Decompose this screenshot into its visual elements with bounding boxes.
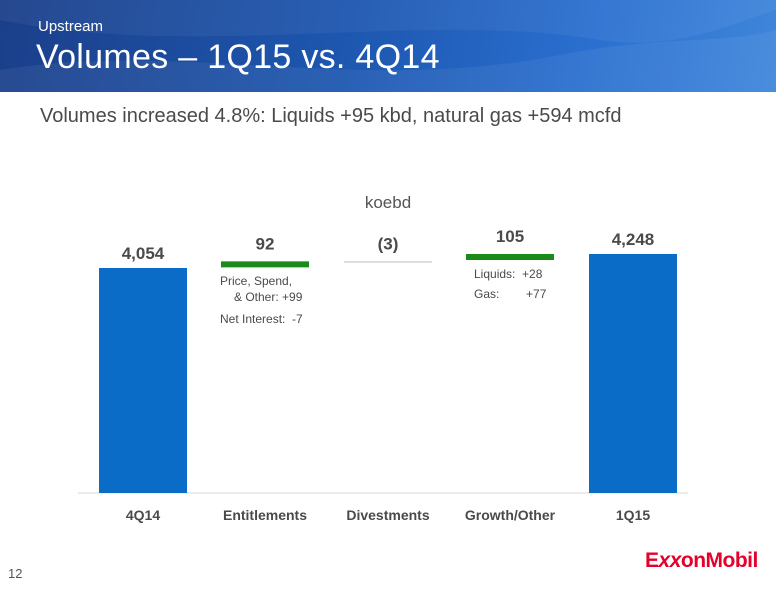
tick-label-growth-other: Growth/Other	[465, 507, 556, 523]
value-label-growth-other: 105	[496, 227, 524, 246]
header-wave-decoration	[0, 0, 776, 92]
annotation-growth-other: Liquids: +28 Gas: +77	[474, 266, 546, 302]
page-number: 12	[8, 566, 23, 581]
tick-label-1q15: 1Q15	[616, 507, 650, 523]
section-kicker: Upstream	[38, 18, 104, 35]
value-label-1q15: 4,248	[612, 230, 655, 249]
tick-label-divestments: Divestments	[346, 507, 429, 523]
annotation-entitlements: Price, Spend, & Other: +99 Net Interest: -…	[220, 273, 303, 327]
value-label-entitlements: 92	[256, 234, 275, 253]
annotation-line: & Other: +99	[234, 290, 303, 304]
value-label-4q14: 4,054	[122, 244, 165, 263]
slide-header: Upstream Volumes – 1Q15 vs. 4Q14	[0, 0, 776, 92]
tick-label-entitlements: Entitlements	[223, 507, 307, 523]
slide-subtitle: Volumes increased 4.8%: Liquids +95 kbd,…	[40, 105, 622, 127]
bar-4q14	[99, 268, 187, 493]
annotation-line: Net Interest: -7	[220, 312, 303, 326]
annotation-line: Liquids: +28	[474, 267, 543, 281]
annotation-line: Price, Spend,	[220, 274, 293, 288]
delta-bar-entitlements	[221, 261, 309, 268]
value-label-divestments: (3)	[378, 234, 399, 253]
tick-label-4q14: 4Q14	[126, 507, 160, 523]
exxonmobil-logo: ExxonMobil	[645, 549, 758, 572]
slide-title: Volumes – 1Q15 vs. 4Q14	[36, 38, 440, 76]
annotation-line: Gas: +77	[474, 287, 547, 301]
delta-bar-divestments	[344, 261, 432, 263]
delta-bar-growth-other	[466, 254, 554, 260]
chart-unit-label: koebd	[364, 193, 412, 212]
bar-1q15	[589, 254, 677, 493]
